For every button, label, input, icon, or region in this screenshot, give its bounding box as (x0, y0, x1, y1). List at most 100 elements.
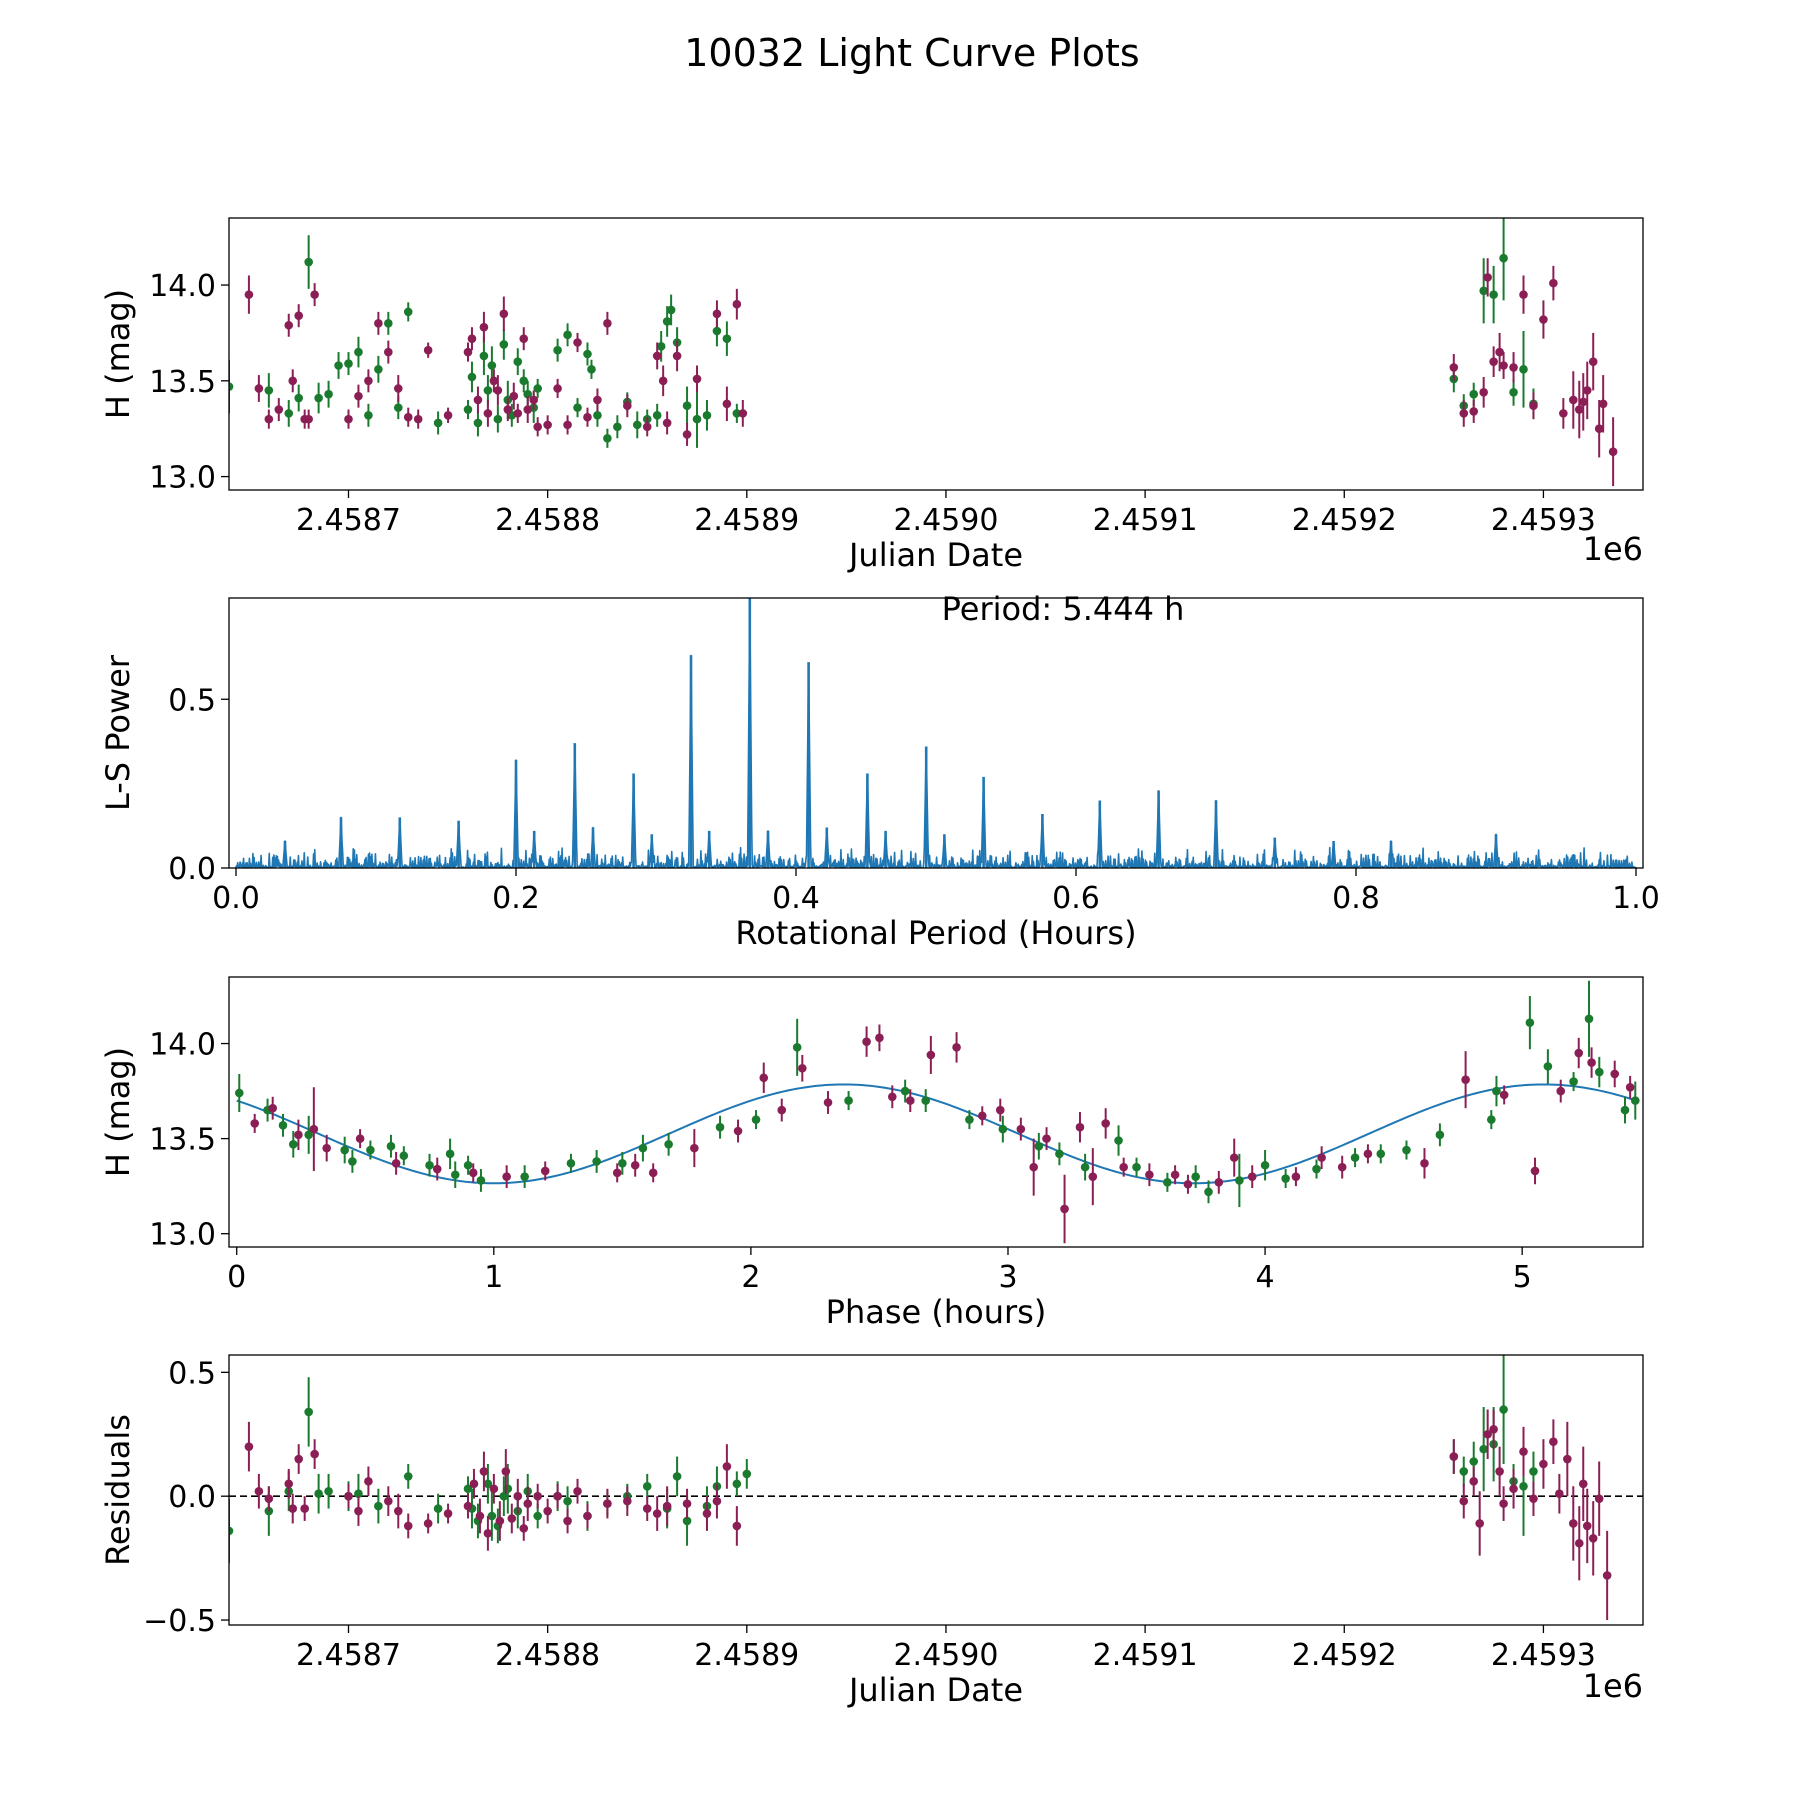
data-point-g (712, 326, 722, 336)
data-point-g (1479, 286, 1488, 296)
data-point-g (1584, 1014, 1594, 1024)
data-point-g (566, 1159, 576, 1168)
data-point-g (998, 1124, 1008, 1134)
data-point-r (1549, 278, 1558, 288)
data-point-r (540, 1166, 550, 1176)
model-fit-curve (236, 1083, 1637, 1185)
data-point-g (284, 409, 294, 418)
data-point-r (483, 1529, 493, 1538)
data-point-r (463, 347, 473, 357)
axes-frame (228, 217, 1644, 491)
data-point-r (403, 412, 413, 422)
data-point-r (391, 1159, 401, 1168)
data-point-r (507, 1514, 517, 1523)
folded-light-curve-panel: 0 1 2 3 4 5 13.0 13.5 14.0 Phase (hours) H (mag) (99, 976, 1644, 1331)
data-point-r (630, 1160, 640, 1170)
data-point-g (1191, 1172, 1200, 1181)
x-tick-label: 2 (741, 1260, 760, 1295)
data-point-g (523, 389, 533, 399)
data-point-r (1489, 1425, 1498, 1434)
plot-area (229, 1355, 1612, 1621)
data-point-r (1608, 447, 1618, 456)
data-point-g (1204, 1187, 1213, 1197)
data-point-g (1235, 1176, 1244, 1185)
data-point-r (473, 395, 483, 405)
figure-title: 10032 Light Curve Plots (684, 31, 1139, 75)
data-point-r (1459, 1496, 1469, 1506)
data-point-r (304, 414, 313, 424)
data-point-r (593, 395, 602, 405)
data-point-r (603, 319, 612, 328)
data-point-r (489, 1484, 499, 1494)
data-point-g (433, 1504, 443, 1513)
data-point-r (1568, 395, 1578, 405)
data-point-g (613, 422, 622, 432)
data-point-r (1499, 1499, 1508, 1508)
data-point-r (603, 1499, 612, 1508)
data-point-g (1469, 1457, 1479, 1466)
data-point-g (1402, 1145, 1411, 1155)
data-point-g (593, 410, 602, 420)
data-point-r (374, 319, 383, 328)
data-point-g (314, 1489, 323, 1499)
data-point-r (294, 311, 304, 320)
data-point-r (690, 1143, 699, 1153)
data-point-r (309, 1124, 319, 1134)
data-point-r (733, 1126, 743, 1136)
data-point-r (1588, 1534, 1598, 1543)
data-point-g (304, 1130, 313, 1140)
periodogram-panel: 0.0 0.2 0.4 0.6 0.8 1.0 0.0 0.5 Rotational Perio… (99, 597, 1660, 952)
data-point-r (1475, 1519, 1484, 1528)
data-point-r (722, 399, 732, 409)
x-tick-label: 2.4591 (1093, 1638, 1198, 1673)
data-point-r (1029, 1162, 1038, 1172)
data-point-r (1459, 409, 1469, 418)
data-point-g (1594, 1067, 1604, 1077)
data-point-r (1495, 347, 1504, 357)
data-point-g (366, 1145, 375, 1155)
x-tick-label: 2.4588 (495, 1638, 600, 1673)
data-point-r (300, 1504, 309, 1513)
data-point-g (583, 349, 592, 359)
data-point-g (229, 1526, 234, 1536)
x-tick-label: 4 (1256, 1260, 1275, 1295)
data-point-g (587, 365, 596, 374)
data-point-r (1247, 1172, 1257, 1181)
data-point-r (1145, 1170, 1154, 1180)
x-tick-label: 2.4589 (694, 1638, 799, 1673)
x-tick-label: 0 (227, 1260, 246, 1295)
data-point-g (354, 347, 363, 357)
data-point-g (1469, 389, 1479, 399)
data-point-g (473, 418, 483, 428)
y-tick-label: −0.5 (143, 1604, 216, 1639)
data-point-g (499, 1491, 509, 1501)
data-point-r (479, 1467, 489, 1476)
y-axis-label: L-S Power (99, 654, 137, 811)
data-point-g (1114, 1136, 1123, 1145)
data-point-r (495, 1516, 505, 1526)
data-point-r (1509, 363, 1518, 372)
data-point-g (1479, 1444, 1488, 1454)
data-point-r (1574, 1538, 1584, 1548)
data-point-r (322, 1143, 331, 1153)
data-point-g (732, 1479, 742, 1489)
data-point-r (823, 1098, 833, 1107)
data-point-g (340, 1145, 349, 1155)
data-point-r (977, 1111, 987, 1121)
data-point-r (354, 391, 363, 401)
x-axis-label: Julian Date (847, 536, 1023, 574)
data-point-r (732, 299, 742, 309)
axes-frame (228, 597, 1644, 869)
data-point-r (652, 351, 662, 361)
data-point-r (1489, 357, 1498, 366)
data-point-g (324, 1486, 333, 1496)
data-point-r (862, 1037, 871, 1046)
data-point-g (463, 1160, 473, 1170)
data-point-r (463, 1501, 473, 1511)
data-point-r (1483, 273, 1492, 282)
data-point-r (268, 1103, 278, 1113)
data-point-g (348, 1157, 357, 1166)
data-point-g (1487, 1115, 1496, 1124)
data-point-r (1075, 1122, 1085, 1132)
data-point-r (344, 1491, 353, 1501)
